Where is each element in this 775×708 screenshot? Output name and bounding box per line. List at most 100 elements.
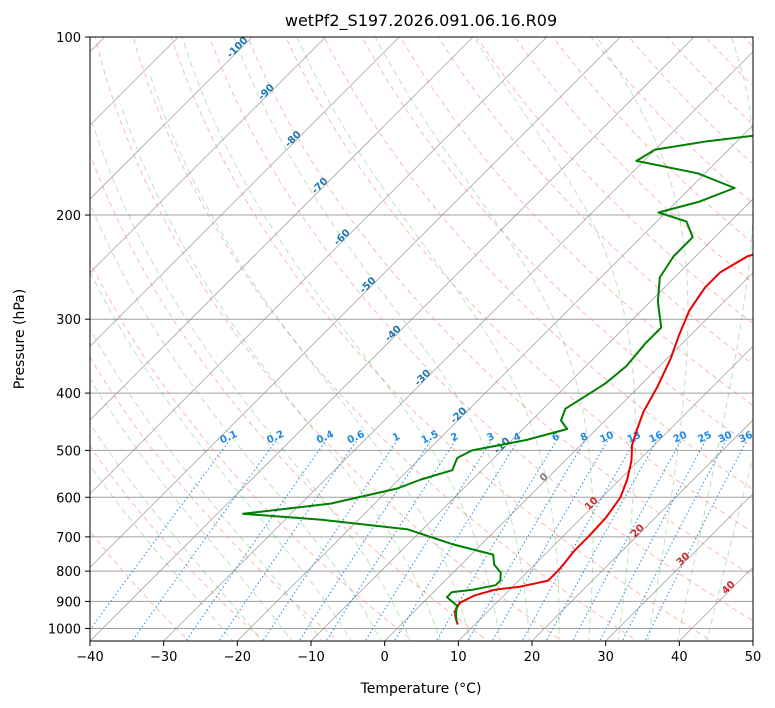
isotherm-label: -40	[383, 324, 404, 345]
dry-adiabat-line	[437, 37, 753, 365]
mixing-ratio-label: 3	[485, 431, 496, 444]
mixing-ratio-label: 0.1	[219, 429, 240, 446]
dry-adiabat-line	[361, 37, 753, 448]
isotherm-label: -50	[358, 275, 379, 296]
mixing-ratio-line	[491, 439, 609, 641]
moist-adiabat-line	[90, 270, 352, 641]
isotherm-label: 20	[629, 523, 647, 541]
isotherm-label: -20	[449, 406, 470, 427]
chart-title: wetPf2_S197.2026.091.06.16.R09	[285, 11, 557, 31]
y-axis-title: Pressure (hPa)	[12, 289, 28, 389]
dry-adiabat-line	[704, 37, 753, 87]
mixing-ratio-label: 20	[672, 430, 689, 446]
x-tick-label: 40	[671, 650, 688, 665]
isotherm-line	[90, 37, 179, 126]
mixing-ratio-line	[262, 439, 399, 641]
mixing-ratio-label: 2	[449, 431, 460, 444]
x-tick-label: 30	[597, 650, 614, 665]
mixing-ratio-line	[364, 439, 493, 641]
mixing-ratio-label: 1.5	[420, 429, 441, 446]
y-tick-label: 300	[56, 313, 81, 328]
dry-adiabat-line	[90, 530, 190, 641]
isotherm-line	[163, 51, 753, 641]
dry-adiabat-line	[628, 37, 753, 165]
isotherm-label: 30	[675, 551, 693, 569]
isotherm-line	[384, 272, 753, 641]
moist-adiabat-line	[181, 37, 501, 641]
dry-adiabat-line	[552, 37, 753, 244]
isotherm-line	[90, 37, 253, 200]
y-tick-label: 700	[56, 531, 81, 546]
mixing-ratio-line	[325, 439, 457, 641]
x-tick-label: −20	[224, 650, 251, 665]
y-tick-label: 200	[56, 209, 81, 224]
moist-adiabat-line	[92, 123, 412, 641]
dry-adiabat-line	[90, 260, 414, 641]
isotherm-label: 0	[538, 471, 551, 484]
mixing-ratio-line	[545, 439, 658, 641]
dry-adiabat-line	[208, 37, 753, 622]
mixing-ratio-label: 4	[512, 431, 523, 444]
mixing-ratio-label: 1	[391, 431, 402, 444]
dry-adiabat-line	[247, 37, 753, 577]
isotherm-line	[90, 37, 621, 568]
moist-adiabat-line	[90, 328, 323, 641]
background-lines	[90, 37, 753, 641]
mixing-ratio-label: 25	[696, 430, 713, 446]
dry-adiabat-line	[666, 37, 753, 126]
y-tick-label: 100	[56, 31, 81, 46]
moist-adiabat-line	[90, 377, 293, 641]
x-tick-label: −10	[297, 650, 324, 665]
mixing-ratio-line	[393, 439, 519, 641]
moist-adiabat-line	[596, 37, 689, 641]
isotherm-label: 10	[583, 495, 601, 513]
mixing-ratio-label: 30	[717, 430, 734, 446]
dry-adiabat-line	[90, 445, 265, 641]
line-labels: 0.1 0.2 0.4 0.6 1 1.5 2 3 4 6 8 10 13 16 20 25 30 36-100-…	[219, 37, 754, 597]
mixing-ratio-line	[599, 439, 707, 641]
isotherm-line	[752, 640, 753, 641]
dry-adiabat-line	[285, 37, 753, 534]
isotherm-line	[310, 198, 753, 641]
y-tick-label: 600	[56, 491, 81, 506]
mixing-ratio-label: 10	[598, 430, 615, 446]
mixing-ratio-label: 6	[551, 431, 562, 444]
mixing-ratio-line	[466, 439, 586, 641]
x-tick-label: 0	[381, 650, 389, 665]
moist-adiabat-line	[90, 202, 382, 641]
moist-adiabat-line	[706, 455, 753, 641]
y-tick-label: 900	[56, 595, 81, 610]
dry-adiabat-line	[743, 37, 753, 48]
dry-adiabat-line	[514, 37, 753, 284]
moist-adiabat-line	[90, 423, 264, 641]
mixing-ratio-label: 16	[648, 430, 665, 446]
isotherm-line	[605, 493, 753, 641]
mixing-ratio-label: 0.4	[315, 429, 336, 446]
dry-adiabat-line	[90, 152, 489, 641]
moist-adiabat-line	[233, 37, 530, 641]
moist-adiabat-line	[374, 37, 594, 641]
dry-adiabat-line	[475, 37, 753, 325]
mixing-ratio-line	[131, 439, 278, 641]
mixing-ratio-line	[435, 439, 558, 641]
y-tick-label: 500	[56, 444, 81, 459]
mixing-ratio-line	[90, 439, 231, 631]
moist-adiabat-line	[148, 72, 471, 641]
isotherm-line	[90, 37, 695, 641]
isotherm-line	[236, 124, 753, 641]
mixing-ratio-label: 36	[737, 430, 754, 446]
isotherm-label: -90	[256, 82, 277, 103]
dewpoint-profile-line	[242, 134, 753, 623]
temperature-profile-line	[454, 253, 753, 625]
mixing-ratio-line	[572, 439, 682, 641]
profile-lines	[242, 134, 753, 625]
isotherm-line	[531, 419, 753, 641]
y-tick-label: 800	[56, 565, 81, 580]
isotherm-line	[457, 345, 753, 641]
moist-adiabat-line	[473, 37, 636, 641]
x-tick-label: −30	[150, 650, 177, 665]
y-axis-ticks: 100 200 300 400 500 600 700 800 900 1000	[48, 31, 90, 637]
x-tick-label: 20	[524, 650, 541, 665]
dry-adiabat-line	[399, 37, 753, 407]
